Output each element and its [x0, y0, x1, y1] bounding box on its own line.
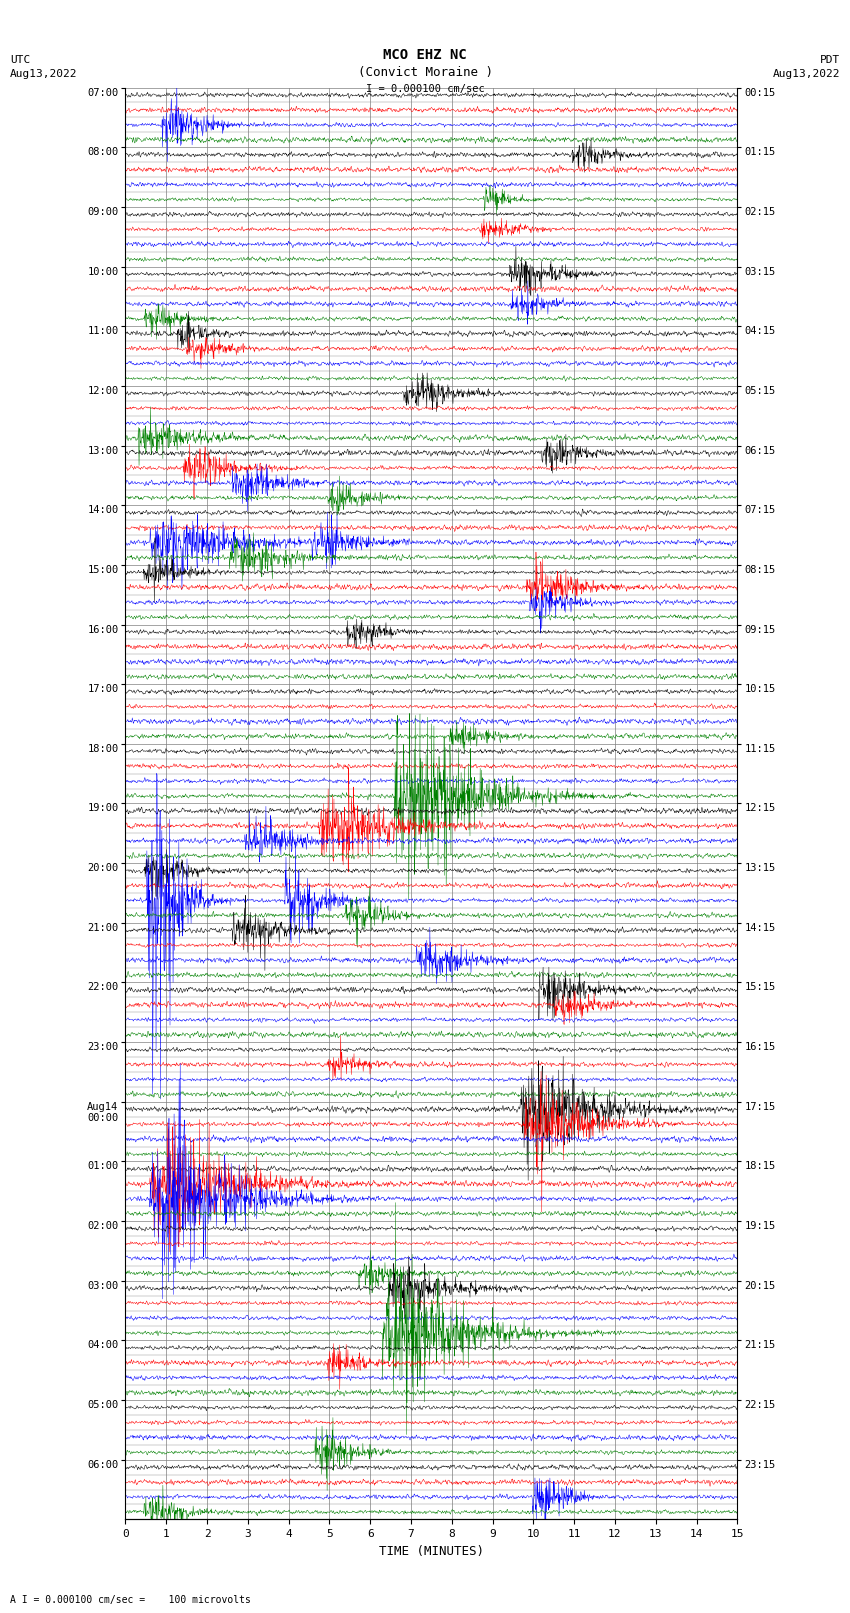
Text: Aug13,2022: Aug13,2022	[773, 69, 840, 79]
Text: MCO EHZ NC: MCO EHZ NC	[383, 48, 467, 63]
Text: UTC: UTC	[10, 55, 31, 65]
Text: (Convict Moraine ): (Convict Moraine )	[358, 66, 492, 79]
Text: I = 0.000100 cm/sec: I = 0.000100 cm/sec	[366, 84, 484, 94]
Text: Aug13,2022: Aug13,2022	[10, 69, 77, 79]
X-axis label: TIME (MINUTES): TIME (MINUTES)	[379, 1545, 484, 1558]
Text: A I = 0.000100 cm/sec =    100 microvolts: A I = 0.000100 cm/sec = 100 microvolts	[10, 1595, 251, 1605]
Text: PDT: PDT	[819, 55, 840, 65]
